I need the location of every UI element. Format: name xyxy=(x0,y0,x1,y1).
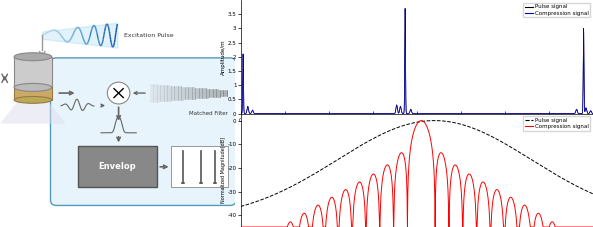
Compression signal xyxy=(401,7,409,10)
Compression signal xyxy=(237,226,244,227)
FancyBboxPatch shape xyxy=(14,57,52,87)
Pulse signal xyxy=(527,158,534,160)
Ellipse shape xyxy=(14,96,52,103)
Line: Compression signal: Compression signal xyxy=(241,9,593,114)
Compression signal xyxy=(239,105,246,107)
Y-axis label: Normalized Magnitude[dB]: Normalized Magnitude[dB] xyxy=(221,137,226,203)
Pulse signal xyxy=(589,192,593,195)
Line: Compression signal: Compression signal xyxy=(241,121,593,227)
Ellipse shape xyxy=(14,53,52,61)
Pulse signal xyxy=(306,112,313,115)
FancyBboxPatch shape xyxy=(50,58,236,205)
Pulse signal xyxy=(571,112,578,115)
Legend: Pulse signal, Compression signal: Pulse signal, Compression signal xyxy=(523,3,590,17)
Pulse signal xyxy=(466,126,473,128)
Compression signal xyxy=(372,175,379,178)
Pulse signal xyxy=(431,119,438,122)
Compression signal xyxy=(466,173,473,176)
FancyBboxPatch shape xyxy=(78,146,157,187)
Compression signal xyxy=(500,226,507,227)
Pulse signal xyxy=(448,121,455,123)
Line: Pulse signal: Pulse signal xyxy=(241,121,593,207)
Text: Matched Filter: Matched Filter xyxy=(189,111,228,116)
Pulse signal xyxy=(301,178,308,181)
Compression signal xyxy=(306,112,313,115)
Compression signal xyxy=(448,170,455,173)
Compression signal xyxy=(589,226,593,227)
Pulse signal xyxy=(276,112,283,115)
Y-axis label: Amplitude/m: Amplitude/m xyxy=(221,39,227,74)
Compression signal xyxy=(417,119,425,122)
Compression signal xyxy=(571,112,578,115)
FancyBboxPatch shape xyxy=(14,87,52,100)
Pulse signal xyxy=(258,112,265,115)
Pulse signal xyxy=(237,205,244,208)
Circle shape xyxy=(107,82,130,104)
Pulse signal xyxy=(409,112,416,115)
Pulse signal xyxy=(239,105,246,107)
Pulse signal xyxy=(252,112,259,115)
FancyBboxPatch shape xyxy=(171,146,228,187)
Compression signal xyxy=(276,112,283,115)
Compression signal xyxy=(589,112,593,115)
Polygon shape xyxy=(0,100,66,124)
Legend: Pulse signal, Compression signal: Pulse signal, Compression signal xyxy=(523,116,590,131)
Compression signal xyxy=(258,112,265,115)
Pulse signal xyxy=(500,142,507,144)
Compression signal xyxy=(409,112,416,115)
Pulse signal xyxy=(372,136,379,139)
Compression signal xyxy=(237,112,244,115)
Compression signal xyxy=(527,226,534,227)
Text: Envelop: Envelop xyxy=(98,162,136,171)
Compression signal xyxy=(301,212,308,215)
Ellipse shape xyxy=(14,84,52,91)
Line: Pulse signal: Pulse signal xyxy=(241,9,593,114)
Pulse signal xyxy=(237,112,244,115)
Text: Excitation Pulse: Excitation Pulse xyxy=(125,33,174,38)
Pulse signal xyxy=(401,7,409,10)
Compression signal xyxy=(252,112,259,115)
Pulse signal xyxy=(589,112,593,115)
